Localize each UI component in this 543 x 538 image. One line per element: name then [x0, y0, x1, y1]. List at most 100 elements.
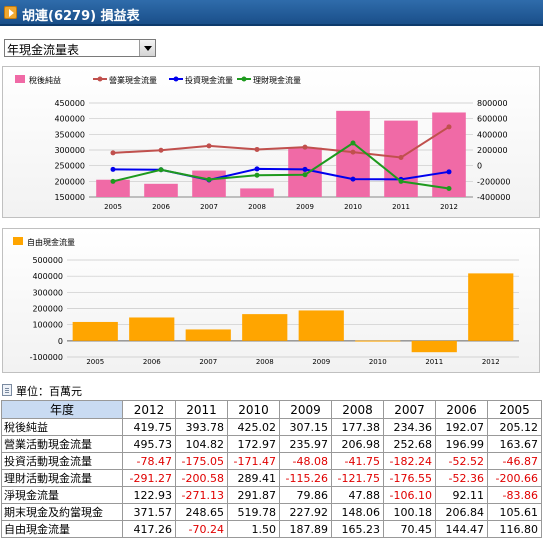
left-tick-label: 400000	[54, 115, 85, 124]
value-cell: 289.41	[227, 469, 280, 487]
value-cell: 495.73	[122, 435, 176, 453]
year-cell: 2006	[435, 400, 488, 419]
line-point	[446, 169, 452, 175]
row-label: 營業活動現金流量	[1, 435, 123, 453]
x-tick-label: 2006	[152, 203, 170, 211]
line-point	[206, 143, 212, 149]
right-tick-label: 200000	[477, 146, 508, 155]
year-cell: 2007	[383, 400, 436, 419]
value-cell: -46.87	[487, 452, 542, 470]
value-cell: 307.15	[279, 418, 332, 436]
bar-net-income	[192, 170, 226, 197]
report-type-select[interactable]: 年現金流量表	[4, 39, 156, 57]
right-tick-label: 400000	[477, 130, 508, 139]
y-tick-label: 100000	[32, 321, 63, 330]
line-operating-cashflow	[112, 125, 450, 159]
value-cell: 425.02	[227, 418, 280, 436]
value-cell: 234.36	[383, 418, 436, 436]
line-point	[206, 176, 212, 182]
value-cell: -106.10	[383, 486, 436, 504]
line-point	[398, 178, 404, 184]
report-type-value: 年現金流量表	[7, 43, 80, 57]
bar-net-income	[96, 179, 130, 197]
value-cell: 206.98	[331, 435, 384, 453]
bar-free-cashflow	[129, 317, 175, 341]
value-cell: -83.86	[487, 486, 542, 504]
document-icon	[2, 384, 12, 396]
line-point	[110, 150, 116, 156]
left-tick-label: 250000	[54, 162, 85, 171]
x-tick-label: 2011	[392, 203, 410, 211]
x-tick-label: 2005	[86, 358, 104, 366]
legend-swatch	[15, 75, 25, 83]
page-title: 胡連(6279) 損益表	[22, 9, 140, 24]
bar-free-cashflow	[355, 340, 401, 342]
value-cell: -176.55	[383, 469, 436, 487]
row-label: 稅後純益	[1, 418, 123, 436]
bar-free-cashflow	[468, 273, 514, 341]
unit-label: 單位：百萬元	[16, 385, 82, 398]
y-tick-label: 500000	[32, 256, 63, 265]
year-header: 年度	[1, 400, 123, 419]
y-tick-label: 0	[58, 337, 63, 346]
legend-label: 理財現金流量	[253, 75, 301, 85]
value-cell: -41.75	[331, 452, 384, 470]
line-point	[302, 166, 308, 172]
y-tick-label: -100000	[30, 353, 63, 362]
legend-label: 投資現金流量	[185, 75, 233, 85]
value-cell: -182.24	[383, 452, 436, 470]
value-cell: 163.67	[487, 435, 542, 453]
cashflow-table: 年度 2012 2011 2010 2009 2008 2007 2006 20…	[1, 400, 542, 538]
year-cell: 2008	[331, 400, 384, 419]
value-cell: 116.80	[487, 520, 542, 538]
value-cell: 192.07	[435, 418, 488, 436]
chevron-down-icon[interactable]	[139, 40, 155, 56]
value-cell: 291.87	[227, 486, 280, 504]
line-point	[446, 185, 452, 191]
legend-marker	[241, 76, 247, 82]
x-tick-label: 2008	[256, 358, 274, 366]
y-tick-label: 300000	[32, 288, 63, 297]
value-cell: 417.26	[122, 520, 176, 538]
bar-net-income	[240, 188, 274, 197]
x-tick-label: 2010	[369, 358, 387, 366]
value-cell: -115.26	[279, 469, 332, 487]
table-header-row: 年度 2012 2011 2010 2009 2008 2007 2006 20…	[1, 400, 542, 419]
right-tick-label: -200000	[477, 177, 510, 186]
legend-label: 自由現金流量	[27, 237, 75, 247]
x-tick-label: 2006	[143, 358, 161, 366]
line-point	[302, 172, 308, 178]
table-row: 投資活動現金流量 -78.47 -175.05 -171.47 -48.08 -41.75…	[1, 452, 542, 470]
right-tick-label: 600000	[477, 115, 508, 124]
line-point	[158, 167, 164, 173]
year-cell: 2010	[227, 400, 280, 419]
row-label: 投資活動現金流量	[1, 452, 123, 470]
x-tick-label: 2009	[296, 203, 314, 211]
year-cell: 2005	[487, 400, 542, 419]
value-cell: 79.86	[279, 486, 332, 504]
value-cell: 206.84	[435, 503, 488, 521]
x-tick-label: 2009	[312, 358, 330, 366]
bar-net-income	[144, 183, 178, 197]
value-cell: 105.61	[487, 503, 542, 521]
left-tick-label: 450000	[54, 99, 85, 108]
value-cell: -48.08	[279, 452, 332, 470]
y-tick-label: 400000	[32, 272, 63, 281]
left-tick-label: 300000	[54, 146, 85, 155]
value-cell: 148.06	[331, 503, 384, 521]
value-cell: -271.13	[175, 486, 228, 504]
free-cashflow-chart: 自由現金流量 500000 400000 300000 200000 100000 0 -10…	[13, 237, 519, 366]
cashflow-chart-panel: 稅後純益 營業現金流量 投資現金流量 理財現金流量 450000 400000 350000…	[2, 66, 540, 218]
value-cell: -78.47	[122, 452, 176, 470]
value-cell: 47.88	[331, 486, 384, 504]
cashflow-chart: 稅後純益 營業現金流量 投資現金流量 理財現金流量 450000 400000 350000…	[15, 75, 510, 211]
year-cell: 2011	[175, 400, 228, 419]
row-label: 理財活動現金流量	[1, 469, 123, 487]
x-tick-label: 2012	[482, 358, 500, 366]
line-point	[254, 166, 260, 172]
value-cell: -52.52	[435, 452, 488, 470]
bar-free-cashflow	[298, 310, 344, 341]
value-cell: 1.50	[227, 520, 280, 538]
value-cell: 419.75	[122, 418, 176, 436]
line-point	[158, 147, 164, 153]
